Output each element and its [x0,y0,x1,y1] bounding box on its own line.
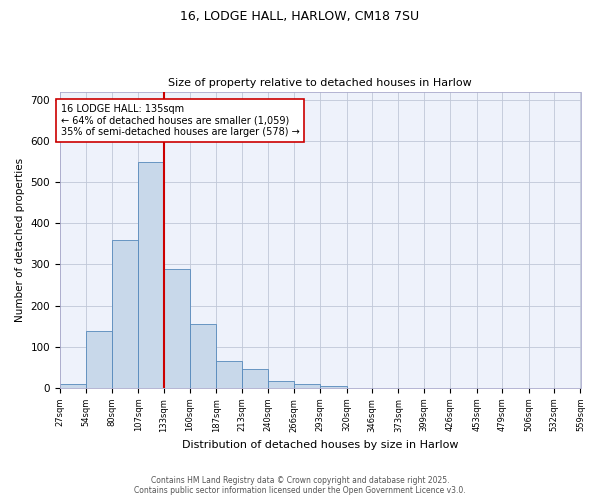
Bar [164,268,190,388]
Bar [320,386,347,388]
Text: Contains HM Land Registry data © Crown copyright and database right 2025.
Contai: Contains HM Land Registry data © Crown c… [134,476,466,495]
Y-axis label: Number of detached properties: Number of detached properties [15,158,25,322]
Text: 16 LODGE HALL: 135sqm
← 64% of detached houses are smaller (1,059)
35% of semi-d: 16 LODGE HALL: 135sqm ← 64% of detached … [61,104,299,137]
Bar [242,370,268,388]
Text: 16, LODGE HALL, HARLOW, CM18 7SU: 16, LODGE HALL, HARLOW, CM18 7SU [181,10,419,23]
Bar [138,162,164,388]
Bar [217,361,242,388]
Bar [190,324,217,388]
Bar [112,240,138,388]
Bar [294,384,320,388]
Bar [86,331,112,388]
X-axis label: Distribution of detached houses by size in Harlow: Distribution of detached houses by size … [182,440,458,450]
Bar [268,380,294,388]
Bar [60,384,86,388]
Title: Size of property relative to detached houses in Harlow: Size of property relative to detached ho… [169,78,472,88]
